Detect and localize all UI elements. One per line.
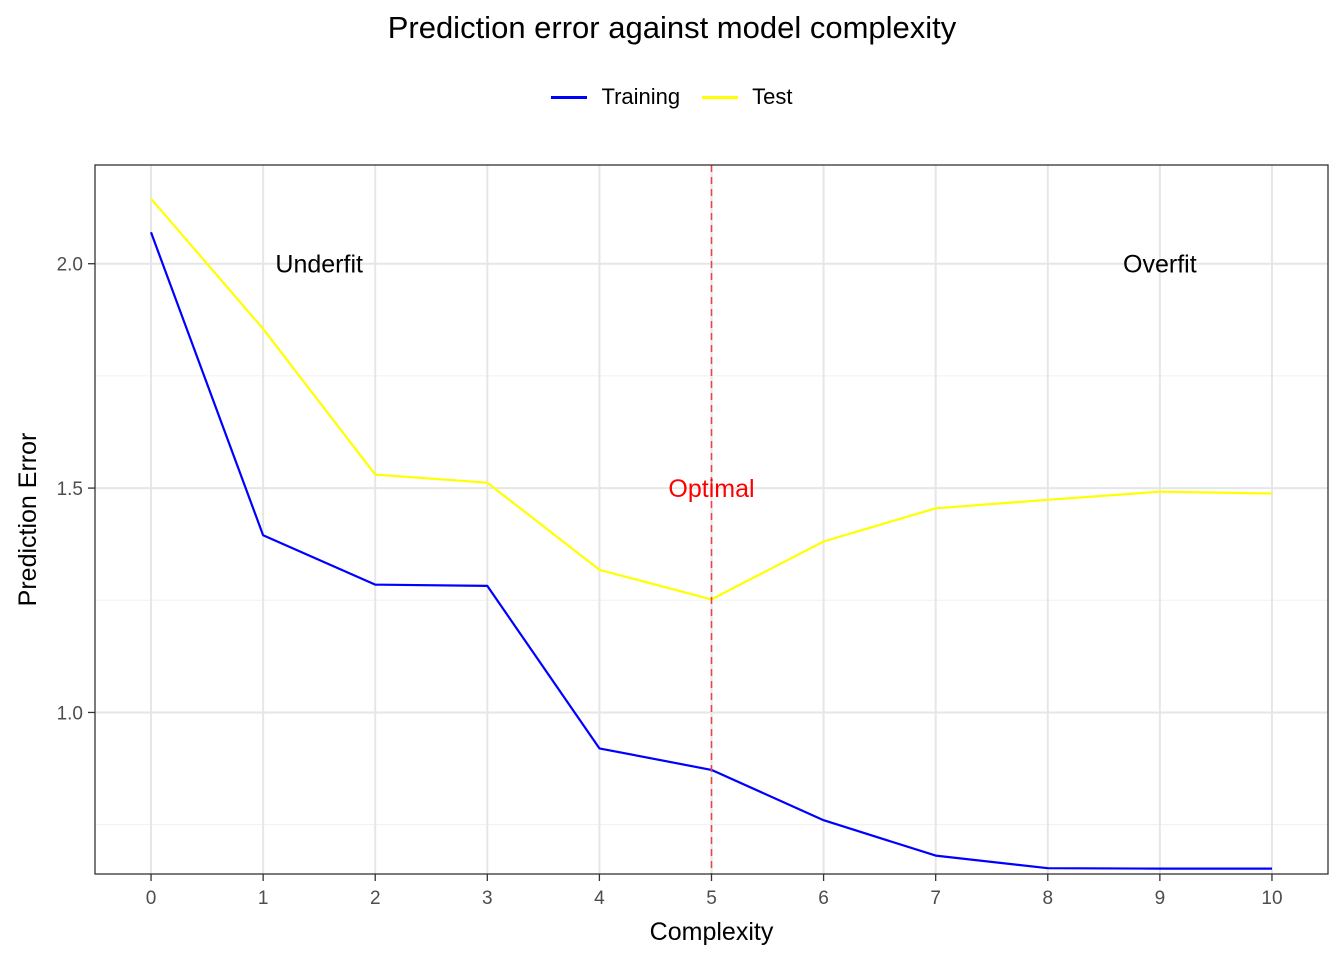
y-tick-label: 2.0 [57,255,83,276]
y-tick-label: 1.0 [57,703,83,724]
x-tick-label: 2 [370,888,381,909]
x-tick-label: 0 [146,888,157,909]
chart-title: Prediction error against model complexit… [387,10,957,45]
legend-item-test: Test [702,84,793,110]
x-tick-label: 5 [706,888,717,909]
y-tick-label: 1.5 [57,479,83,500]
annotation-overfit: Overfit [1123,251,1197,279]
legend-label-training: Training [601,84,681,109]
x-tick-label: 8 [1042,888,1053,909]
x-tick-label: 9 [1155,888,1166,909]
x-tick-label: 10 [1261,888,1282,909]
x-tick-label: 3 [482,888,493,909]
x-tick-label: 1 [258,888,269,909]
legend-swatch-training [551,95,588,99]
annotation-underfit: Underfit [275,251,363,279]
chart-legend: Training Test [0,84,1344,110]
x-tick-label: 6 [818,888,829,909]
y-axis-title: Prediction Error [14,433,42,607]
x-axis-title: Complexity [650,918,774,946]
legend-item-training: Training [551,84,680,110]
x-tick-label: 4 [594,888,605,909]
annotation-optimal: Optimal [668,475,754,503]
legend-swatch-test [702,95,739,99]
x-tick-label: 7 [930,888,941,909]
legend-label-test: Test [752,84,793,109]
